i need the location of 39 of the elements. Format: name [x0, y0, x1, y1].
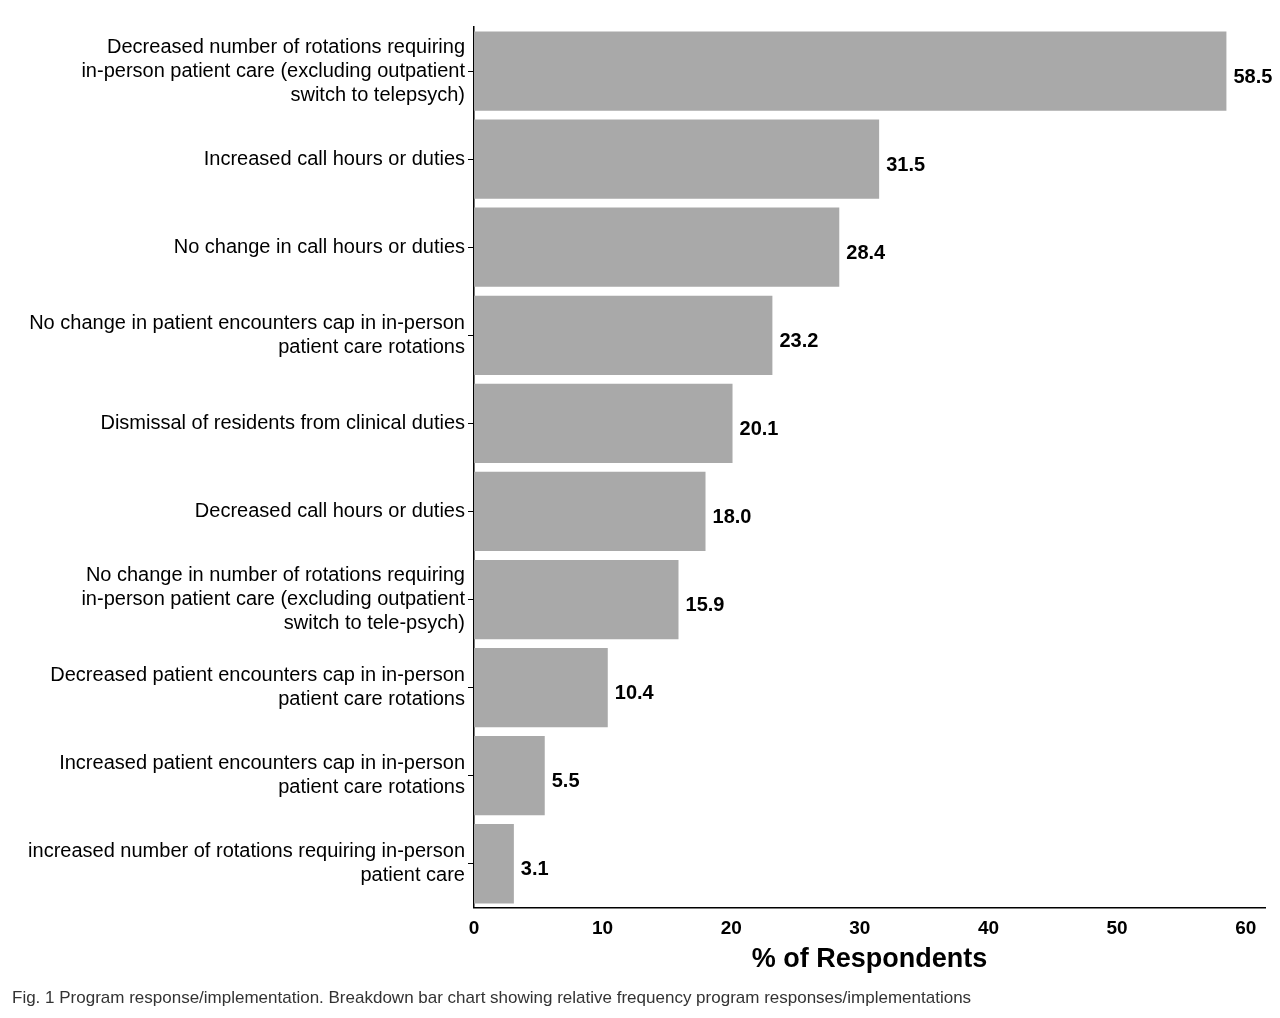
x-tick-label: 20 [720, 917, 742, 939]
y-tick-label: Decreased number of rotations requiring in-person patient care (excluding outpatient switch to telepsych) [81, 34, 466, 105]
data-label: 3.1 [520, 857, 549, 880]
x-tick-label: 0 [468, 917, 480, 939]
bar [474, 207, 840, 287]
data-label: 23.2 [779, 328, 819, 351]
y-tick-label: No change in call hours or duties [173, 234, 465, 257]
data-label: 20.1 [739, 416, 779, 439]
y-tick-label: No change in patient encounters cap in in-person patient care rotations [29, 310, 465, 357]
bar [474, 119, 880, 199]
x-tick-label: 40 [977, 917, 1000, 939]
y-tick-label: Increased patient encounters cap in in-person patient care rotations [59, 751, 465, 798]
caption: Fig. 1 Program response/implementation. Breakdown bar chart showing relative frequency program responses/implementations [12, 988, 972, 1008]
y-tick-label: Decreased patient encounters cap in in-person patient care rotations [50, 663, 465, 710]
bar [474, 559, 679, 640]
x-tick-label: 30 [849, 917, 871, 939]
bar [474, 824, 514, 904]
bar [474, 295, 773, 375]
bar [474, 383, 733, 463]
y-tick-label: Dismissal of residents from clinical duties [100, 410, 465, 433]
bar [474, 471, 706, 552]
x-axis-title: % of Respondents [751, 943, 988, 974]
data-label: 5.5 [551, 769, 580, 792]
x-tick-label: 10 [592, 917, 614, 939]
data-label: 28.4 [846, 240, 887, 263]
y-tick-label: Increased call hours or duties [203, 146, 465, 169]
x-tick-label: 50 [1106, 917, 1128, 939]
y-tick-label: Decreased call hours or duties [194, 498, 465, 521]
bar [474, 736, 545, 816]
data-label: 15.9 [685, 593, 725, 616]
y-tick-label: increased number of rotations requiring in-person patient care [28, 839, 465, 886]
y-tick-label: No change in number of rotations requiring in-person patient care (excluding outpatient switch to tele-psych) [81, 563, 466, 634]
x-tick-label: 60 [1235, 917, 1257, 939]
data-label: 18.0 [712, 504, 752, 527]
bar [474, 31, 1227, 111]
bar [474, 647, 608, 728]
data-label: 10.4 [614, 681, 655, 704]
data-label: 58.5 [1233, 64, 1273, 87]
data-label: 31.5 [886, 152, 926, 175]
